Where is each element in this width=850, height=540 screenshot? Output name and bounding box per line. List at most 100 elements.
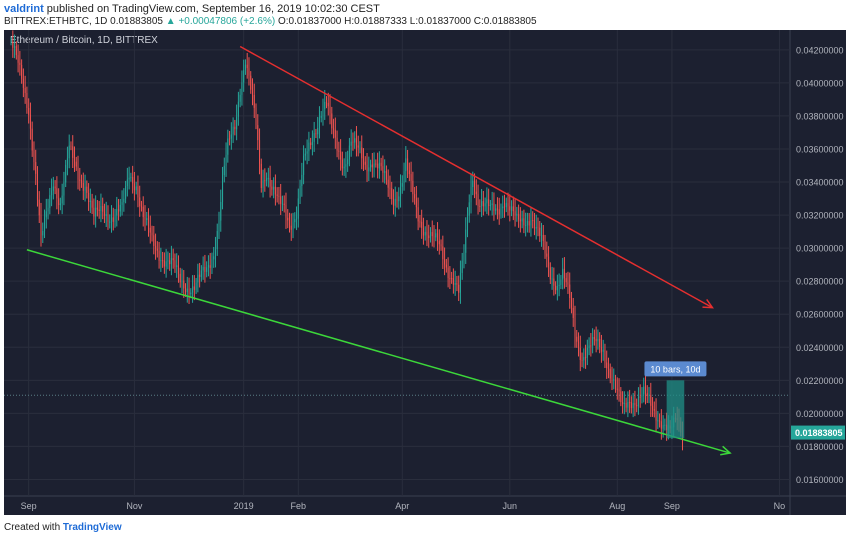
candle-body <box>251 89 254 95</box>
y-tick-label: 0.03800000 <box>796 111 844 121</box>
candle-body <box>130 177 132 179</box>
candle-body <box>634 402 636 406</box>
candle-body <box>336 137 338 151</box>
candle-body <box>539 227 541 236</box>
candle-body <box>454 282 456 285</box>
candle-body <box>639 396 641 398</box>
candle-body <box>200 270 202 277</box>
candle-body <box>331 113 333 129</box>
candle-body <box>105 214 107 216</box>
candle-body <box>207 265 209 268</box>
candle-body <box>234 126 236 130</box>
candle-body <box>315 133 317 135</box>
candle-body <box>399 186 402 197</box>
candle-body <box>79 179 81 181</box>
candle-body <box>505 203 507 208</box>
candle-body <box>66 158 68 165</box>
candle-body <box>33 150 35 163</box>
candle-body <box>276 194 278 196</box>
candle-body <box>597 338 599 342</box>
candle-body <box>562 268 564 280</box>
candle-body <box>627 401 629 408</box>
candle-body <box>422 227 424 236</box>
candle-body <box>239 94 241 102</box>
candle-body <box>613 379 615 381</box>
candle-body <box>440 244 442 247</box>
candle-body <box>368 167 370 172</box>
candle-body <box>223 165 225 176</box>
candle-body <box>116 209 118 216</box>
candle-body <box>285 205 287 218</box>
candle-body <box>419 221 421 223</box>
candle-body <box>14 46 16 48</box>
resistance-trendline <box>239 45 713 309</box>
tradingview-logo[interactable]: TradingView <box>62 522 122 533</box>
grid-lines <box>4 30 846 515</box>
candle-body <box>493 203 495 211</box>
candle-body <box>281 203 283 205</box>
candle-body <box>190 292 192 295</box>
candle-body <box>147 218 150 228</box>
candle-body <box>466 215 469 230</box>
candle-body <box>486 199 488 204</box>
candle-body <box>172 258 174 261</box>
candle-body <box>246 64 248 69</box>
open-label: O:0.01837000 <box>277 16 342 27</box>
candle-body <box>572 307 574 318</box>
candle-body <box>170 258 172 265</box>
candle-body <box>518 213 520 220</box>
candle-body <box>555 285 557 291</box>
y-tick-label: 0.01800000 <box>796 442 844 452</box>
candle-body <box>325 101 328 103</box>
candle-body <box>10 41 12 43</box>
candle-body <box>359 147 361 149</box>
candle-body <box>304 153 306 156</box>
candle-body <box>227 138 229 155</box>
candle-body <box>126 179 128 187</box>
candle-body <box>45 211 47 218</box>
measure-tool: 10 bars, 10d <box>644 361 707 439</box>
candle-body <box>280 196 282 204</box>
candle-body <box>310 142 312 146</box>
candle-body <box>301 174 303 186</box>
candle-body <box>347 159 349 165</box>
support-trendline-arrowhead <box>720 445 732 456</box>
candle-body <box>442 246 444 260</box>
candle-body <box>426 231 428 236</box>
candle-body <box>648 395 650 397</box>
candle-body <box>540 235 543 237</box>
candle-body <box>348 145 350 160</box>
candle-body <box>551 278 553 280</box>
price-chart[interactable]: Ethereum / Bitcoin, 1D, BITTREX 10 bars,… <box>4 30 846 515</box>
time-axis[interactable]: Sep Nov 2019 Feb Apr Jun Aug Sep No <box>21 501 786 511</box>
candle-body <box>169 260 171 265</box>
candle-body <box>533 220 535 229</box>
candle-body <box>102 205 104 212</box>
y-tick-label: 0.02000000 <box>796 409 844 419</box>
x-tick-label: Apr <box>395 501 409 511</box>
publish-text: published on TradingView.com, September … <box>46 3 380 15</box>
candle-body <box>61 195 63 204</box>
candle-body <box>95 207 97 217</box>
price-axis[interactable]: 0.04200000 0.04000000 0.03800000 0.03600000… <box>791 45 845 485</box>
chart-panel[interactable]: Ethereum / Bitcoin, 1D, BITTREX 10 bars,… <box>4 30 846 515</box>
measure-range-box <box>666 380 685 439</box>
candle-body <box>558 284 560 286</box>
candle-body <box>602 349 604 352</box>
candle-body <box>414 194 416 199</box>
candle-body <box>435 233 437 238</box>
candle-body <box>528 221 530 226</box>
candle-body <box>653 409 655 411</box>
candle-body <box>84 186 86 191</box>
y-tick-label: 0.04200000 <box>796 45 844 55</box>
candle-body <box>327 102 329 107</box>
candle-body <box>58 198 60 206</box>
candle-body <box>459 272 461 293</box>
candle-body <box>146 218 148 221</box>
candle-body <box>489 205 491 207</box>
candle-body <box>36 173 39 200</box>
candle-body <box>70 145 72 147</box>
candle-body <box>470 187 472 203</box>
candle-body <box>394 198 396 206</box>
author-name[interactable]: valdrint <box>4 3 44 15</box>
